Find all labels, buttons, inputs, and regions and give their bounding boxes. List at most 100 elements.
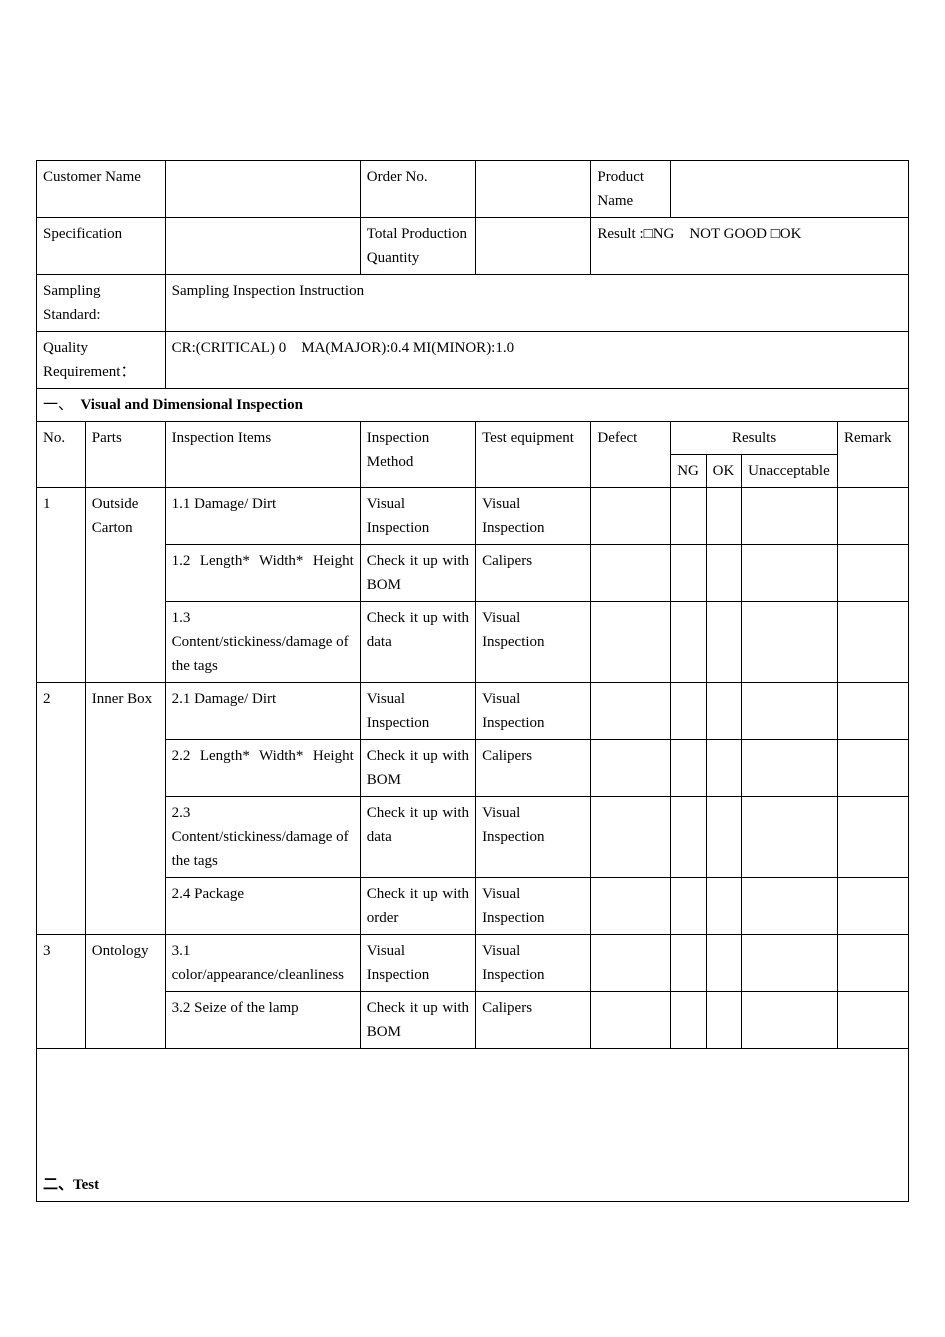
inspection-table: Customer Name Order No. Product Name Spe… — [36, 160, 909, 1202]
header-row-4: Quality Requirement： CR:(CRITICAL) 0 MA(… — [37, 332, 909, 389]
table-row: 1Outside Carton1.1 Damage/ DirtVisual In… — [37, 488, 909, 545]
row-unacceptable — [742, 797, 838, 878]
col-results: Results — [671, 422, 838, 455]
col-ng: NG — [671, 455, 706, 488]
row-remark — [837, 797, 908, 878]
total-qty-value — [476, 218, 591, 275]
specification-value — [165, 218, 360, 275]
col-defect: Defect — [591, 422, 671, 488]
row-unacceptable — [742, 740, 838, 797]
row-defect — [591, 740, 671, 797]
table-row: 1.2 Length* Width* HeightCheck it up wit… — [37, 545, 909, 602]
col-parts: Parts — [85, 422, 165, 488]
row-item: 2.4 Package — [165, 878, 360, 935]
row-ng — [671, 602, 706, 683]
row-equipment: Calipers — [476, 545, 591, 602]
row-defect — [591, 878, 671, 935]
row-no: 1 — [37, 488, 86, 683]
row-equipment: Visual Inspection — [476, 878, 591, 935]
row-remark — [837, 740, 908, 797]
row-ok — [706, 878, 741, 935]
row-defect — [591, 992, 671, 1049]
header-row-1: Customer Name Order No. Product Name — [37, 161, 909, 218]
row-item: 2.1 Damage/ Dirt — [165, 683, 360, 740]
row-remark — [837, 602, 908, 683]
row-no: 2 — [37, 683, 86, 935]
sampling-label: Sampling Standard: — [37, 275, 166, 332]
document-page: Customer Name Order No. Product Name Spe… — [0, 0, 945, 1337]
row-equipment: Calipers — [476, 740, 591, 797]
product-name-label: Product Name — [591, 161, 671, 218]
row-ok — [706, 545, 741, 602]
table-row: 3.2 Seize of the lampCheck it up with BO… — [37, 992, 909, 1049]
row-unacceptable — [742, 935, 838, 992]
table-row: 2.3 Content/stickiness/damage of the tag… — [37, 797, 909, 878]
row-unacceptable — [742, 488, 838, 545]
row-ok — [706, 797, 741, 878]
row-remark — [837, 488, 908, 545]
row-parts: Outside Carton — [85, 488, 165, 683]
table-row: 3Ontology3.1 color/appearance/cleanlines… — [37, 935, 909, 992]
row-method: Check it up with BOM — [360, 992, 475, 1049]
header-row-3: Sampling Standard: Sampling Inspection I… — [37, 275, 909, 332]
row-ng — [671, 935, 706, 992]
row-parts: Ontology — [85, 935, 165, 1049]
row-item: 2.2 Length* Width* Height — [165, 740, 360, 797]
section2-heading-row: 二、Test — [37, 1169, 909, 1202]
row-ng — [671, 992, 706, 1049]
row-defect — [591, 935, 671, 992]
col-method: Inspection Method — [360, 422, 475, 488]
row-defect — [591, 488, 671, 545]
row-unacceptable — [742, 602, 838, 683]
row-ok — [706, 488, 741, 545]
section1-heading-text: Visual and Dimensional Inspection — [81, 397, 303, 413]
row-unacceptable — [742, 992, 838, 1049]
row-method: Check it up with order — [360, 878, 475, 935]
row-equipment: Visual Inspection — [476, 683, 591, 740]
row-remark — [837, 545, 908, 602]
row-method: Check it up with data — [360, 602, 475, 683]
table-row: 2Inner Box2.1 Damage/ DirtVisual Inspect… — [37, 683, 909, 740]
total-qty-label: Total Production Quantity — [360, 218, 475, 275]
header-row-2: Specification Total Production Quantity … — [37, 218, 909, 275]
row-unacceptable — [742, 878, 838, 935]
row-defect — [591, 602, 671, 683]
row-method: Visual Inspection — [360, 488, 475, 545]
specification-label: Specification — [37, 218, 166, 275]
col-ok: OK — [706, 455, 741, 488]
product-name-value — [671, 161, 909, 218]
row-method: Visual Inspection — [360, 683, 475, 740]
row-defect — [591, 683, 671, 740]
row-no: 3 — [37, 935, 86, 1049]
row-defect — [591, 545, 671, 602]
row-remark — [837, 683, 908, 740]
row-parts: Inner Box — [85, 683, 165, 935]
row-item: 3.2 Seize of the lamp — [165, 992, 360, 1049]
order-no-value — [476, 161, 591, 218]
row-ok — [706, 935, 741, 992]
row-equipment: Visual Inspection — [476, 488, 591, 545]
result-cell: Result :□NG NOT GOOD □OK — [591, 218, 909, 275]
row-remark — [837, 992, 908, 1049]
inspection-header-row-1: No. Parts Inspection Items Inspection Me… — [37, 422, 909, 455]
gap-cell — [37, 1049, 909, 1169]
row-item: 1.2 Length* Width* Height — [165, 545, 360, 602]
row-method: Check it up with data — [360, 797, 475, 878]
col-items: Inspection Items — [165, 422, 360, 488]
gap-row — [37, 1049, 909, 1169]
row-item: 1.1 Damage/ Dirt — [165, 488, 360, 545]
row-unacceptable — [742, 683, 838, 740]
row-ok — [706, 602, 741, 683]
row-equipment: Visual Inspection — [476, 935, 591, 992]
col-unacceptable: Unacceptable — [742, 455, 838, 488]
section1-heading-row: 一、 Visual and Dimensional Inspection — [37, 389, 909, 422]
quality-label: Quality Requirement： — [37, 332, 166, 389]
row-item: 1.3 Content/stickiness/damage of the tag… — [165, 602, 360, 683]
col-equipment: Test equipment — [476, 422, 591, 488]
row-ng — [671, 740, 706, 797]
row-item: 3.1 color/appearance/cleanliness — [165, 935, 360, 992]
customer-name-value — [165, 161, 360, 218]
row-ok — [706, 683, 741, 740]
row-remark — [837, 935, 908, 992]
row-equipment: Visual Inspection — [476, 602, 591, 683]
